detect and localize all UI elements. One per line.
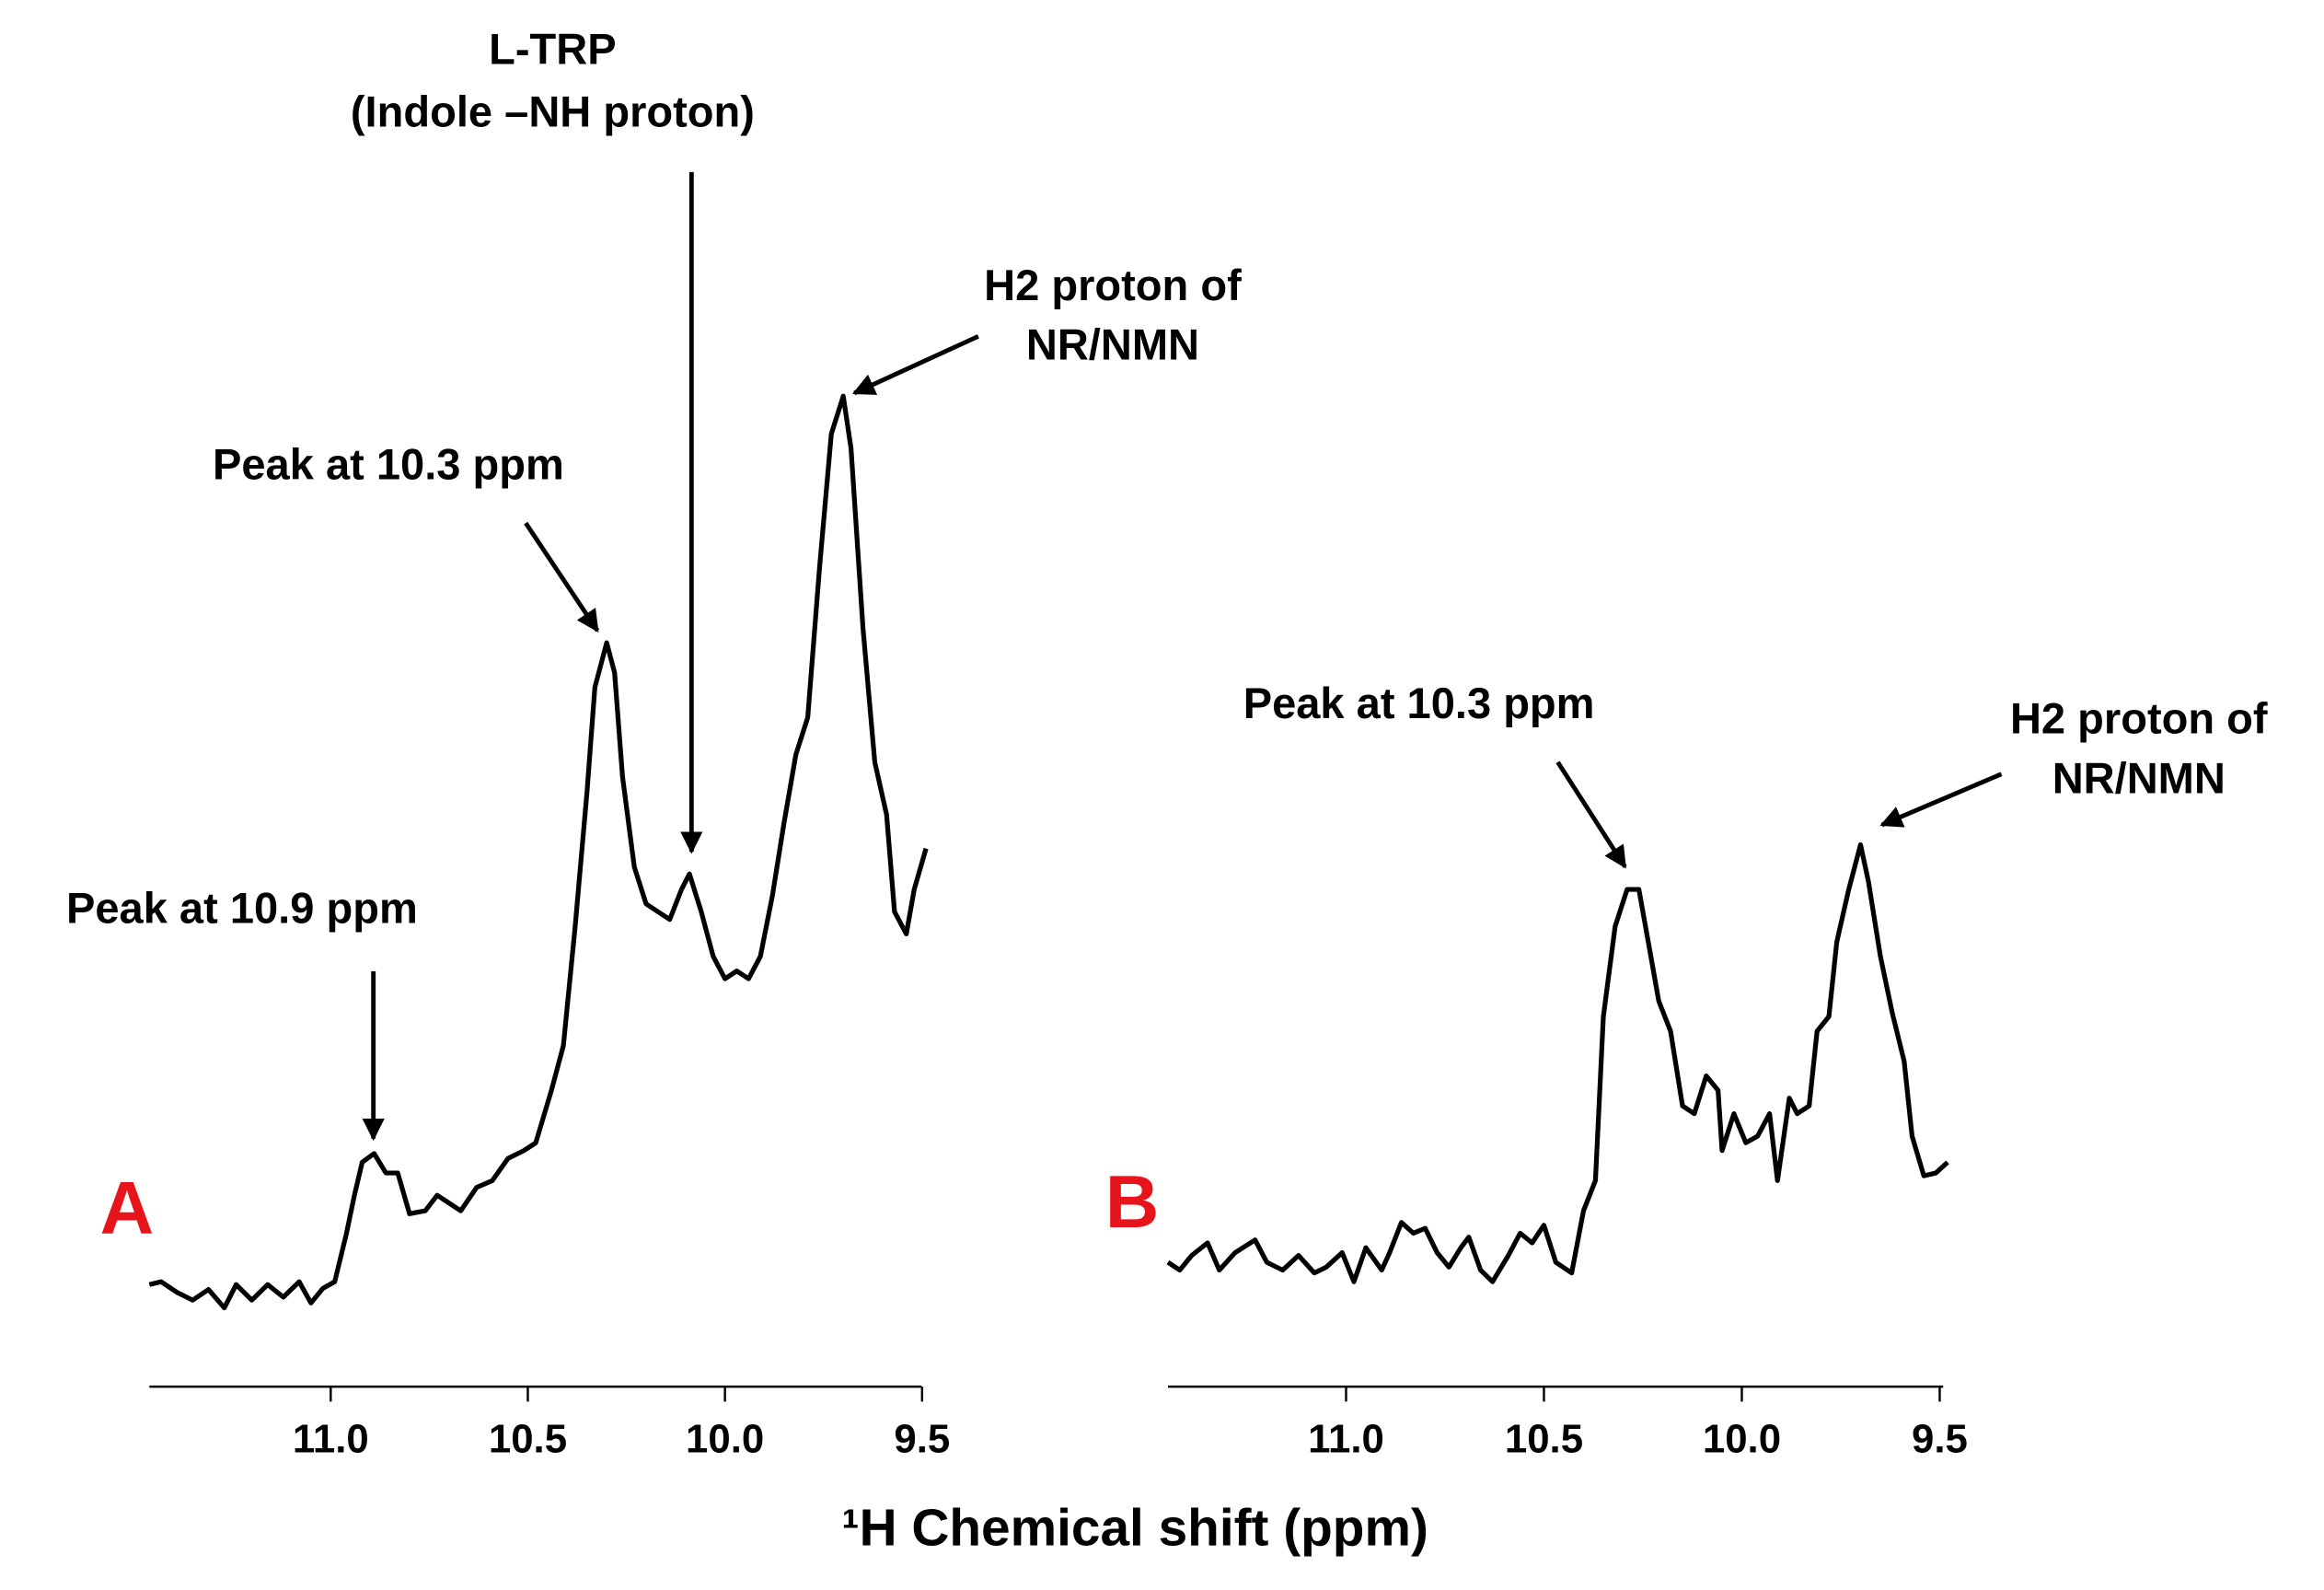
x-tick-label: 10.0 [1703,1417,1781,1462]
x-tick-label: 11.0 [1308,1417,1384,1462]
x-tick-label: 10.5 [1505,1417,1583,1462]
annotation: L-TRP [489,24,617,73]
annotation-arrow [852,334,979,396]
annotation: NR/NMN [1026,320,1199,369]
x-tick-label: 11.0 [293,1417,369,1462]
x-axis-label: ¹H Chemical shift (ppm) [842,1500,1428,1558]
x-tick-label: 9.5 [894,1417,950,1462]
spectrum-line [1166,841,1949,1284]
x-tick-label: 10.5 [489,1417,567,1462]
panel-label: B [1105,1161,1160,1244]
annotation: H2 proton of [984,261,1242,309]
annotation: Peak at 10.3 ppm [1243,679,1595,727]
annotation: (Indole –NH proton) [351,87,755,136]
annotation: H2 proton of [2010,693,2268,742]
annotation: NR/NMN [2052,753,2226,802]
annotation: Peak at 10.3 ppm [213,440,564,489]
spectrum-line [148,393,929,1311]
x-tick-label: 9.5 [1912,1417,1968,1462]
annotation-arrow [524,521,600,633]
annotation-arrow [1555,760,1627,869]
annotation-arrow [1879,772,2003,828]
annotation: Peak at 10.9 ppm [66,883,418,932]
panel-label: A [100,1166,155,1249]
x-tick-label: 10.0 [686,1417,764,1462]
